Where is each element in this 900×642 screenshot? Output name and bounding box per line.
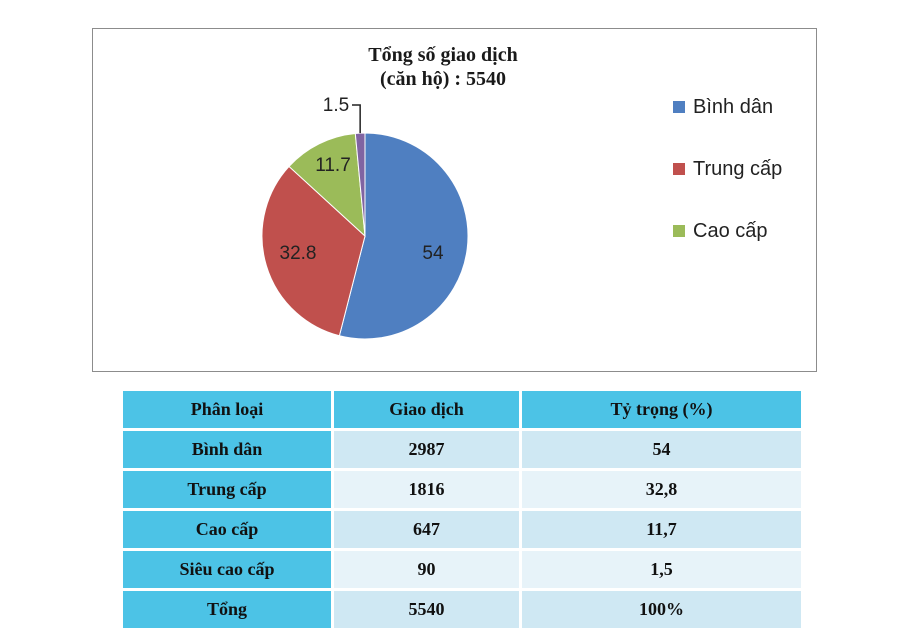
- table-row: Trung cấp 1816 32,8: [123, 471, 801, 508]
- legend-item-cao-cap: Cao cấp: [673, 217, 782, 245]
- table-row: Tổng 5540 100%: [123, 591, 801, 628]
- header-giao-dich: Giao dịch: [334, 391, 522, 428]
- cell-transactions: 1816: [334, 471, 522, 508]
- cell-share: 1,5: [522, 551, 801, 588]
- transaction-table: Phân loại Giao dịch Tỷ trọng (%) Bình dâ…: [123, 388, 801, 631]
- pie-chart: 54 32.8 11.7 1.5: [261, 95, 469, 340]
- cell-transactions: 5540: [334, 591, 522, 628]
- pie-chart-panel: Tổng số giao dịch (căn hộ) : 5540 54 32.8…: [92, 28, 817, 372]
- legend-item-binh-dan: Bình dân: [673, 93, 782, 121]
- legend-swatch: [673, 225, 685, 237]
- header-phan-loai: Phân loại: [123, 391, 334, 428]
- pie-slice: [261, 165, 366, 337]
- leader-line: [352, 104, 361, 134]
- pie-slice-label: 1.5: [323, 95, 349, 116]
- header-ty-trong: Tỷ trọng (%): [522, 391, 801, 428]
- chart-legend: Bình dân Trung cấp Cao cấp: [673, 93, 782, 279]
- legend-label: Bình dân: [693, 95, 774, 118]
- legend-item-trung-cap: Trung cấp: [673, 155, 782, 183]
- table-row: Siêu cao cấp 90 1,5: [123, 551, 801, 588]
- cell-share: 32,8: [522, 471, 801, 508]
- chart-title-line-2: (căn hộ) : 5540: [379, 68, 507, 90]
- cell-category: Cao cấp: [123, 511, 334, 548]
- chart-title-line-1: Tổng số giao dịch: [368, 44, 518, 66]
- pie-slice-label: 32.8: [280, 243, 317, 264]
- legend-label: Trung cấp: [693, 157, 783, 180]
- legend-swatch: [673, 163, 685, 175]
- table-header-row: Phân loại Giao dịch Tỷ trọng (%): [123, 391, 801, 428]
- legend-label: Cao cấp: [693, 219, 768, 242]
- cell-category: Bình dân: [123, 431, 334, 468]
- cell-category: Siêu cao cấp: [123, 551, 334, 588]
- cell-share: 100%: [522, 591, 801, 628]
- chart-title: Tổng số giao dịch (căn hộ) : 5540: [293, 43, 593, 91]
- pie-slice-label: 11.7: [315, 155, 351, 176]
- pie-slice-label: 54: [422, 243, 444, 264]
- table-row: Bình dân 2987 54: [123, 431, 801, 468]
- cell-category: Tổng: [123, 591, 334, 628]
- cell-share: 54: [522, 431, 801, 468]
- cell-transactions: 90: [334, 551, 522, 588]
- legend-swatch: [673, 101, 685, 113]
- pie-slice: [338, 132, 469, 340]
- pie-slice: [288, 132, 366, 238]
- cell-category: Trung cấp: [123, 471, 334, 508]
- cell-transactions: 647: [334, 511, 522, 548]
- cell-share: 11,7: [522, 511, 801, 548]
- table-row: Cao cấp 647 11,7: [123, 511, 801, 548]
- cell-transactions: 2987: [334, 431, 522, 468]
